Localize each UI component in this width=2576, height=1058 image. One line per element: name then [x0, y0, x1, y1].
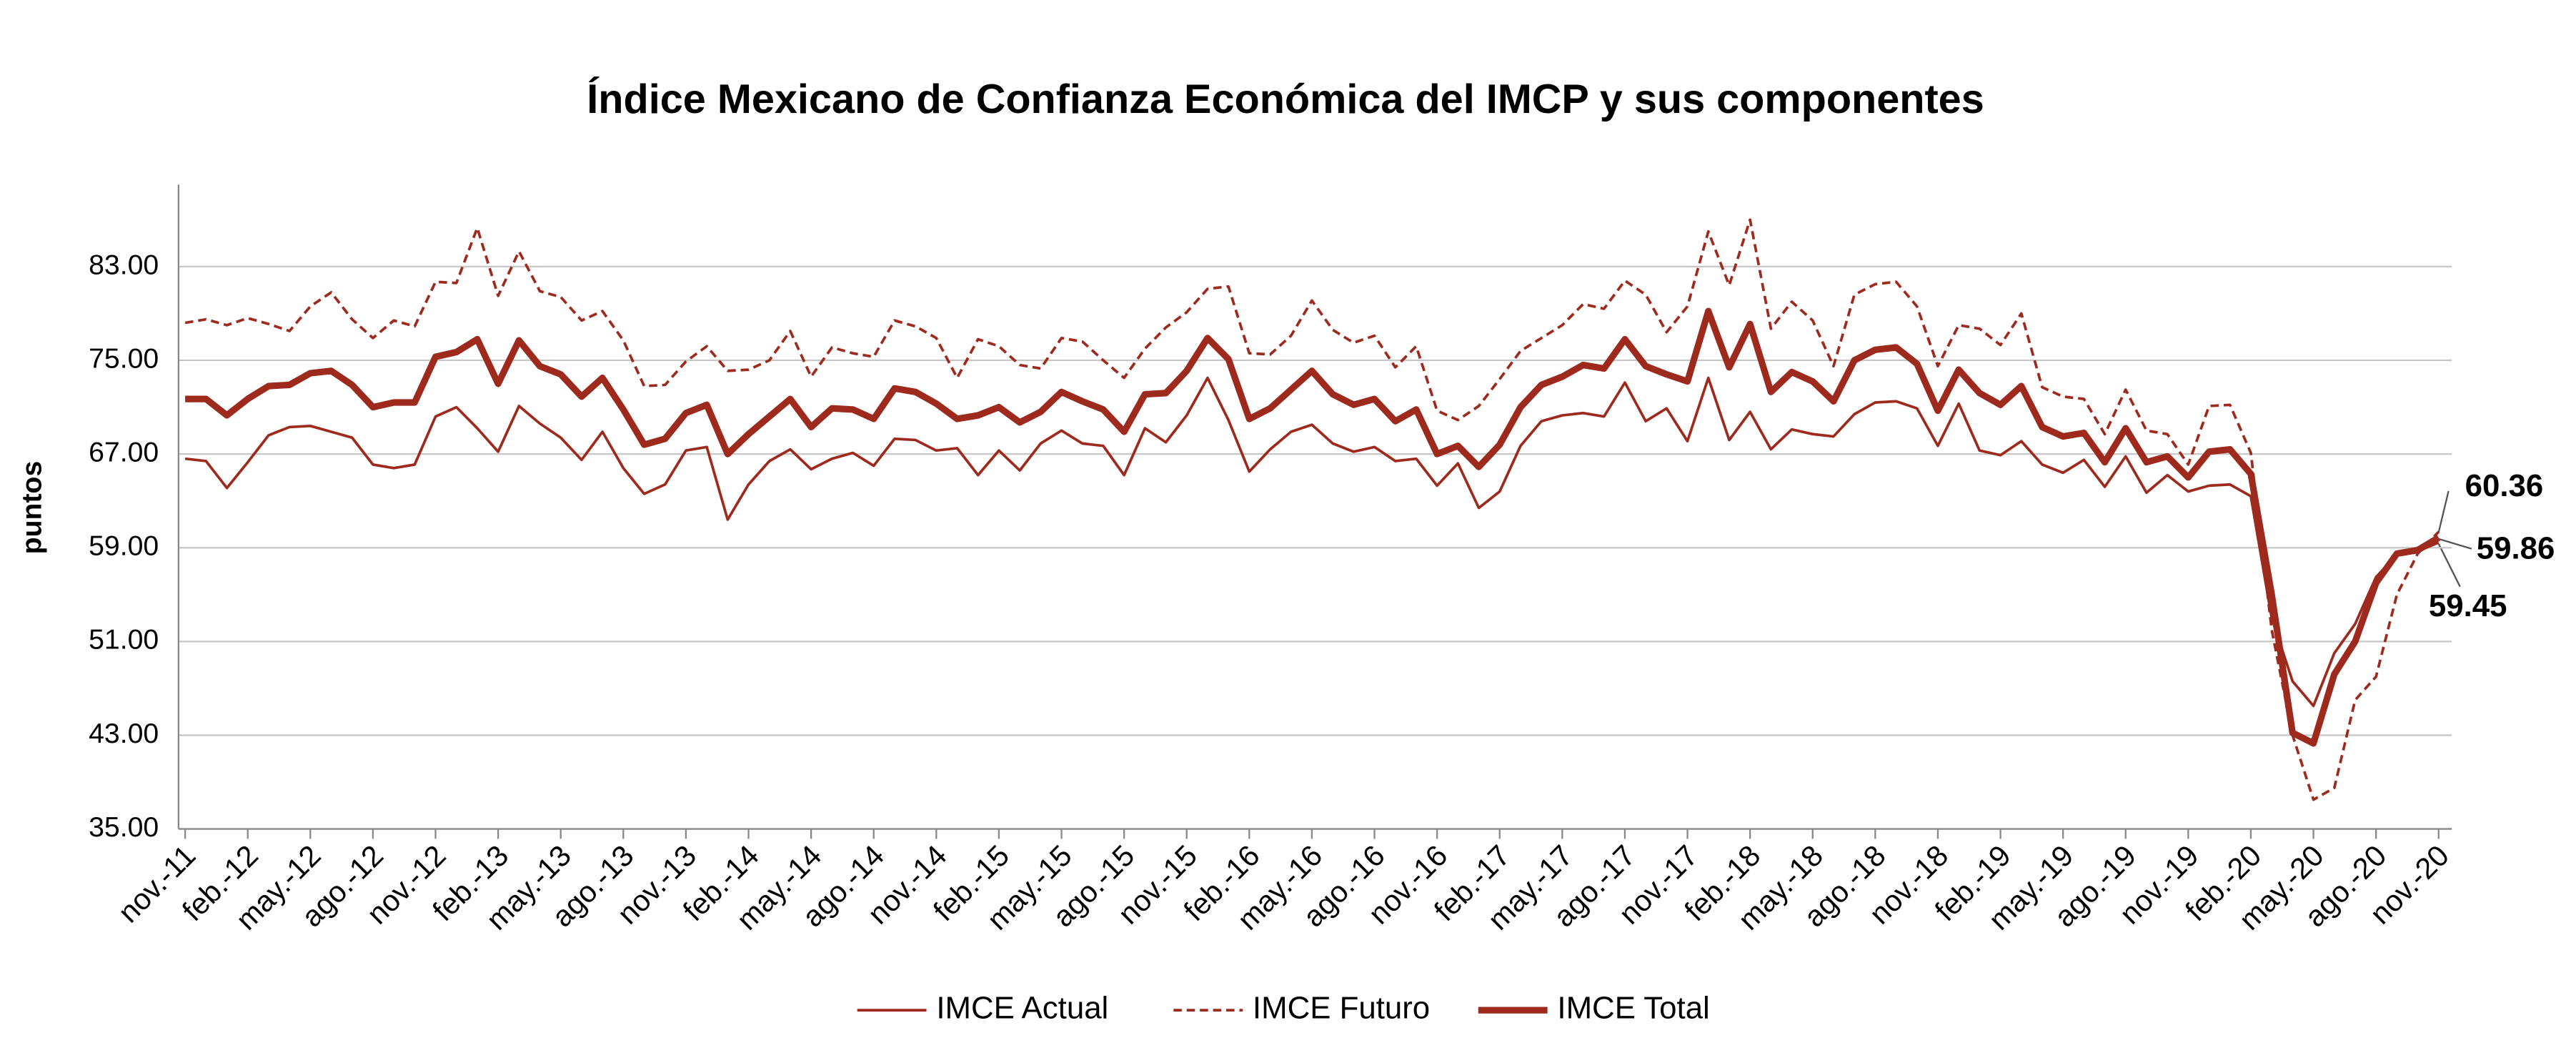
data-label: 59.86 [2477, 531, 2555, 566]
y-tick-label: 75.00 [89, 343, 159, 374]
y-tick-label: 43.00 [89, 718, 159, 749]
data-label: 59.45 [2429, 588, 2507, 623]
y-tick-label: 83.00 [89, 249, 159, 280]
y-axis-label: puntos [16, 461, 47, 555]
y-tick-label: 35.00 [89, 812, 159, 843]
series-line [184, 376, 2440, 708]
leader-line [2437, 490, 2450, 533]
chart-title: Índice Mexicano de Confianza Económica d… [587, 76, 1984, 122]
series-line [184, 218, 2440, 801]
data-label: 60.36 [2465, 468, 2544, 503]
legend-label: IMCE Total [1557, 991, 1709, 1026]
series-line [185, 307, 2441, 747]
leader-line [2438, 538, 2472, 550]
legend-label: IMCE Actual [936, 991, 1108, 1026]
y-tick-label: 51.00 [89, 625, 159, 656]
legend-label: IMCE Futuro [1253, 991, 1430, 1026]
y-tick-label: 59.00 [89, 531, 159, 562]
y-tick-label: 67.00 [89, 437, 159, 468]
leader-line [2437, 543, 2461, 588]
